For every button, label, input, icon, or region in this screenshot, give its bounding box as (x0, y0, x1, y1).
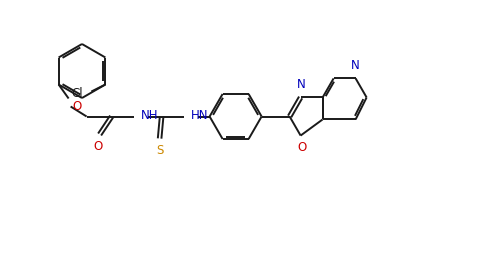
Text: HN: HN (191, 109, 208, 122)
Text: S: S (156, 144, 163, 156)
Text: N: N (351, 59, 360, 72)
Text: O: O (297, 141, 306, 154)
Text: O: O (73, 101, 82, 113)
Text: NH: NH (141, 109, 158, 122)
Text: Cl: Cl (72, 87, 83, 100)
Text: O: O (93, 140, 102, 153)
Text: N: N (297, 78, 306, 91)
